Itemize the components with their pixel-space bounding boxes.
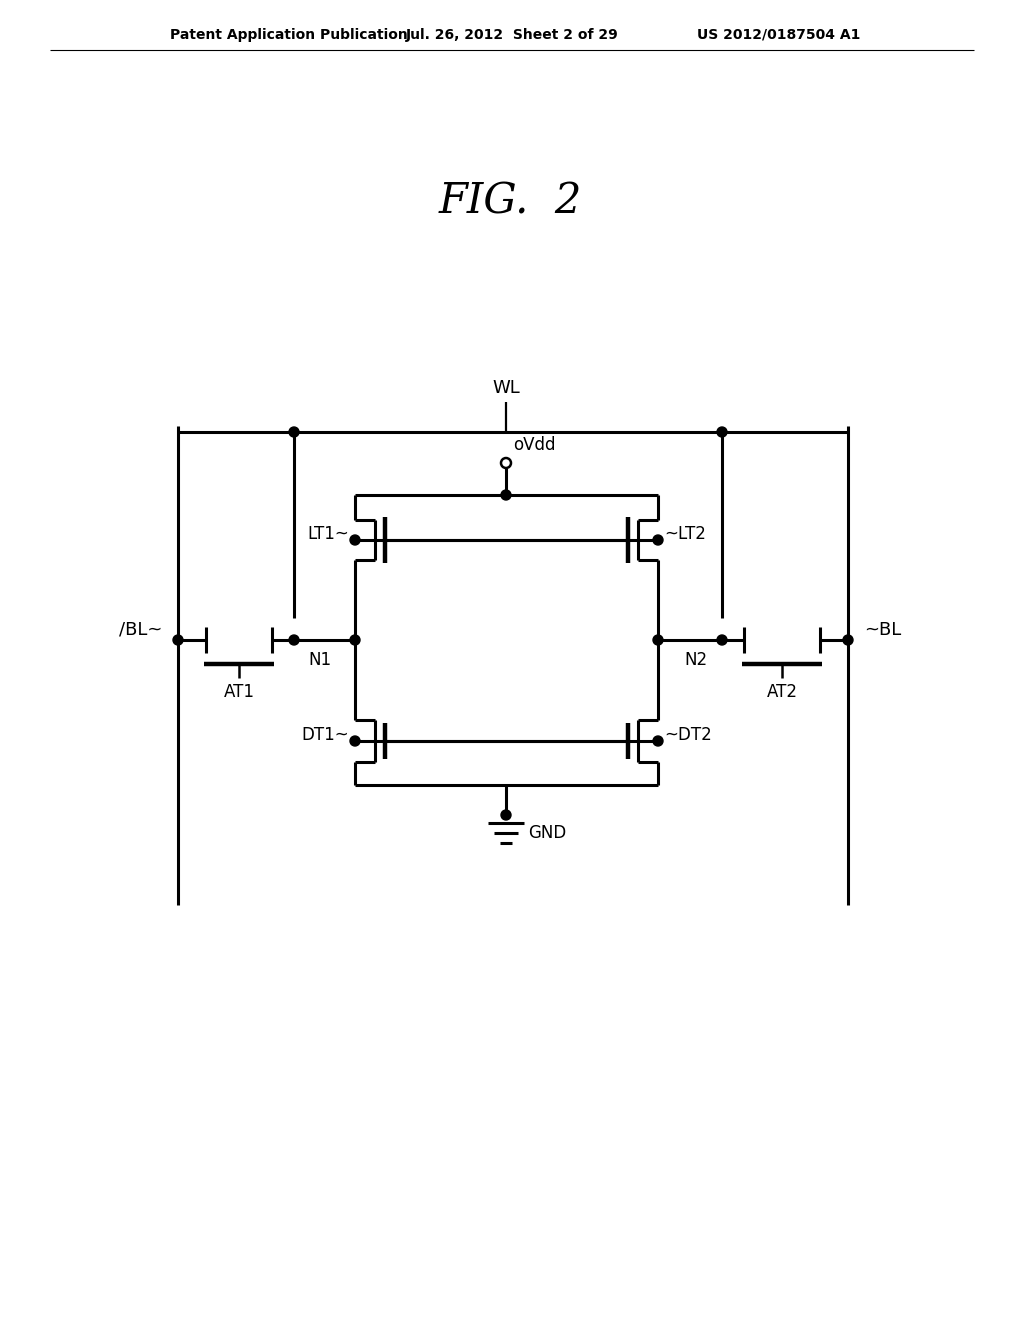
Text: GND: GND [528,824,566,842]
Circle shape [653,635,663,645]
Text: Jul. 26, 2012  Sheet 2 of 29: Jul. 26, 2012 Sheet 2 of 29 [406,28,618,42]
Circle shape [350,737,360,746]
Text: AT2: AT2 [767,682,798,701]
Circle shape [843,635,853,645]
Text: FIG.  2: FIG. 2 [438,181,582,223]
Text: N1: N1 [308,651,331,669]
Circle shape [173,635,183,645]
Text: DT1~: DT1~ [301,726,349,744]
Circle shape [653,535,663,545]
Text: oVdd: oVdd [513,436,555,454]
Text: Patent Application Publication: Patent Application Publication [170,28,408,42]
Text: LT1~: LT1~ [307,525,349,543]
Text: WL: WL [493,379,520,397]
Text: ~BL: ~BL [864,620,901,639]
Text: N2: N2 [685,651,708,669]
Text: ~LT2: ~LT2 [664,525,706,543]
Circle shape [350,535,360,545]
Circle shape [350,635,360,645]
Circle shape [501,810,511,820]
Circle shape [289,635,299,645]
Text: /BL~: /BL~ [119,620,162,639]
Circle shape [289,426,299,437]
Circle shape [717,426,727,437]
Text: US 2012/0187504 A1: US 2012/0187504 A1 [696,28,860,42]
Circle shape [501,490,511,500]
Text: AT1: AT1 [223,682,255,701]
Text: ~DT2: ~DT2 [664,726,712,744]
Circle shape [717,635,727,645]
Circle shape [501,458,511,469]
Circle shape [653,737,663,746]
